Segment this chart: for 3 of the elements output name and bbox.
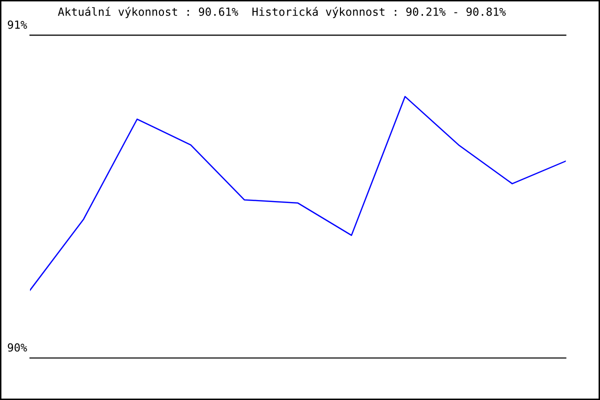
y-tick-label: 90%: [8, 343, 28, 352]
chart-title: Aktuální výkonnost : 90.61% Historická výkonnost : 90.21% - 90.81%: [58, 6, 506, 18]
y-tick-label: 91%: [8, 20, 28, 29]
